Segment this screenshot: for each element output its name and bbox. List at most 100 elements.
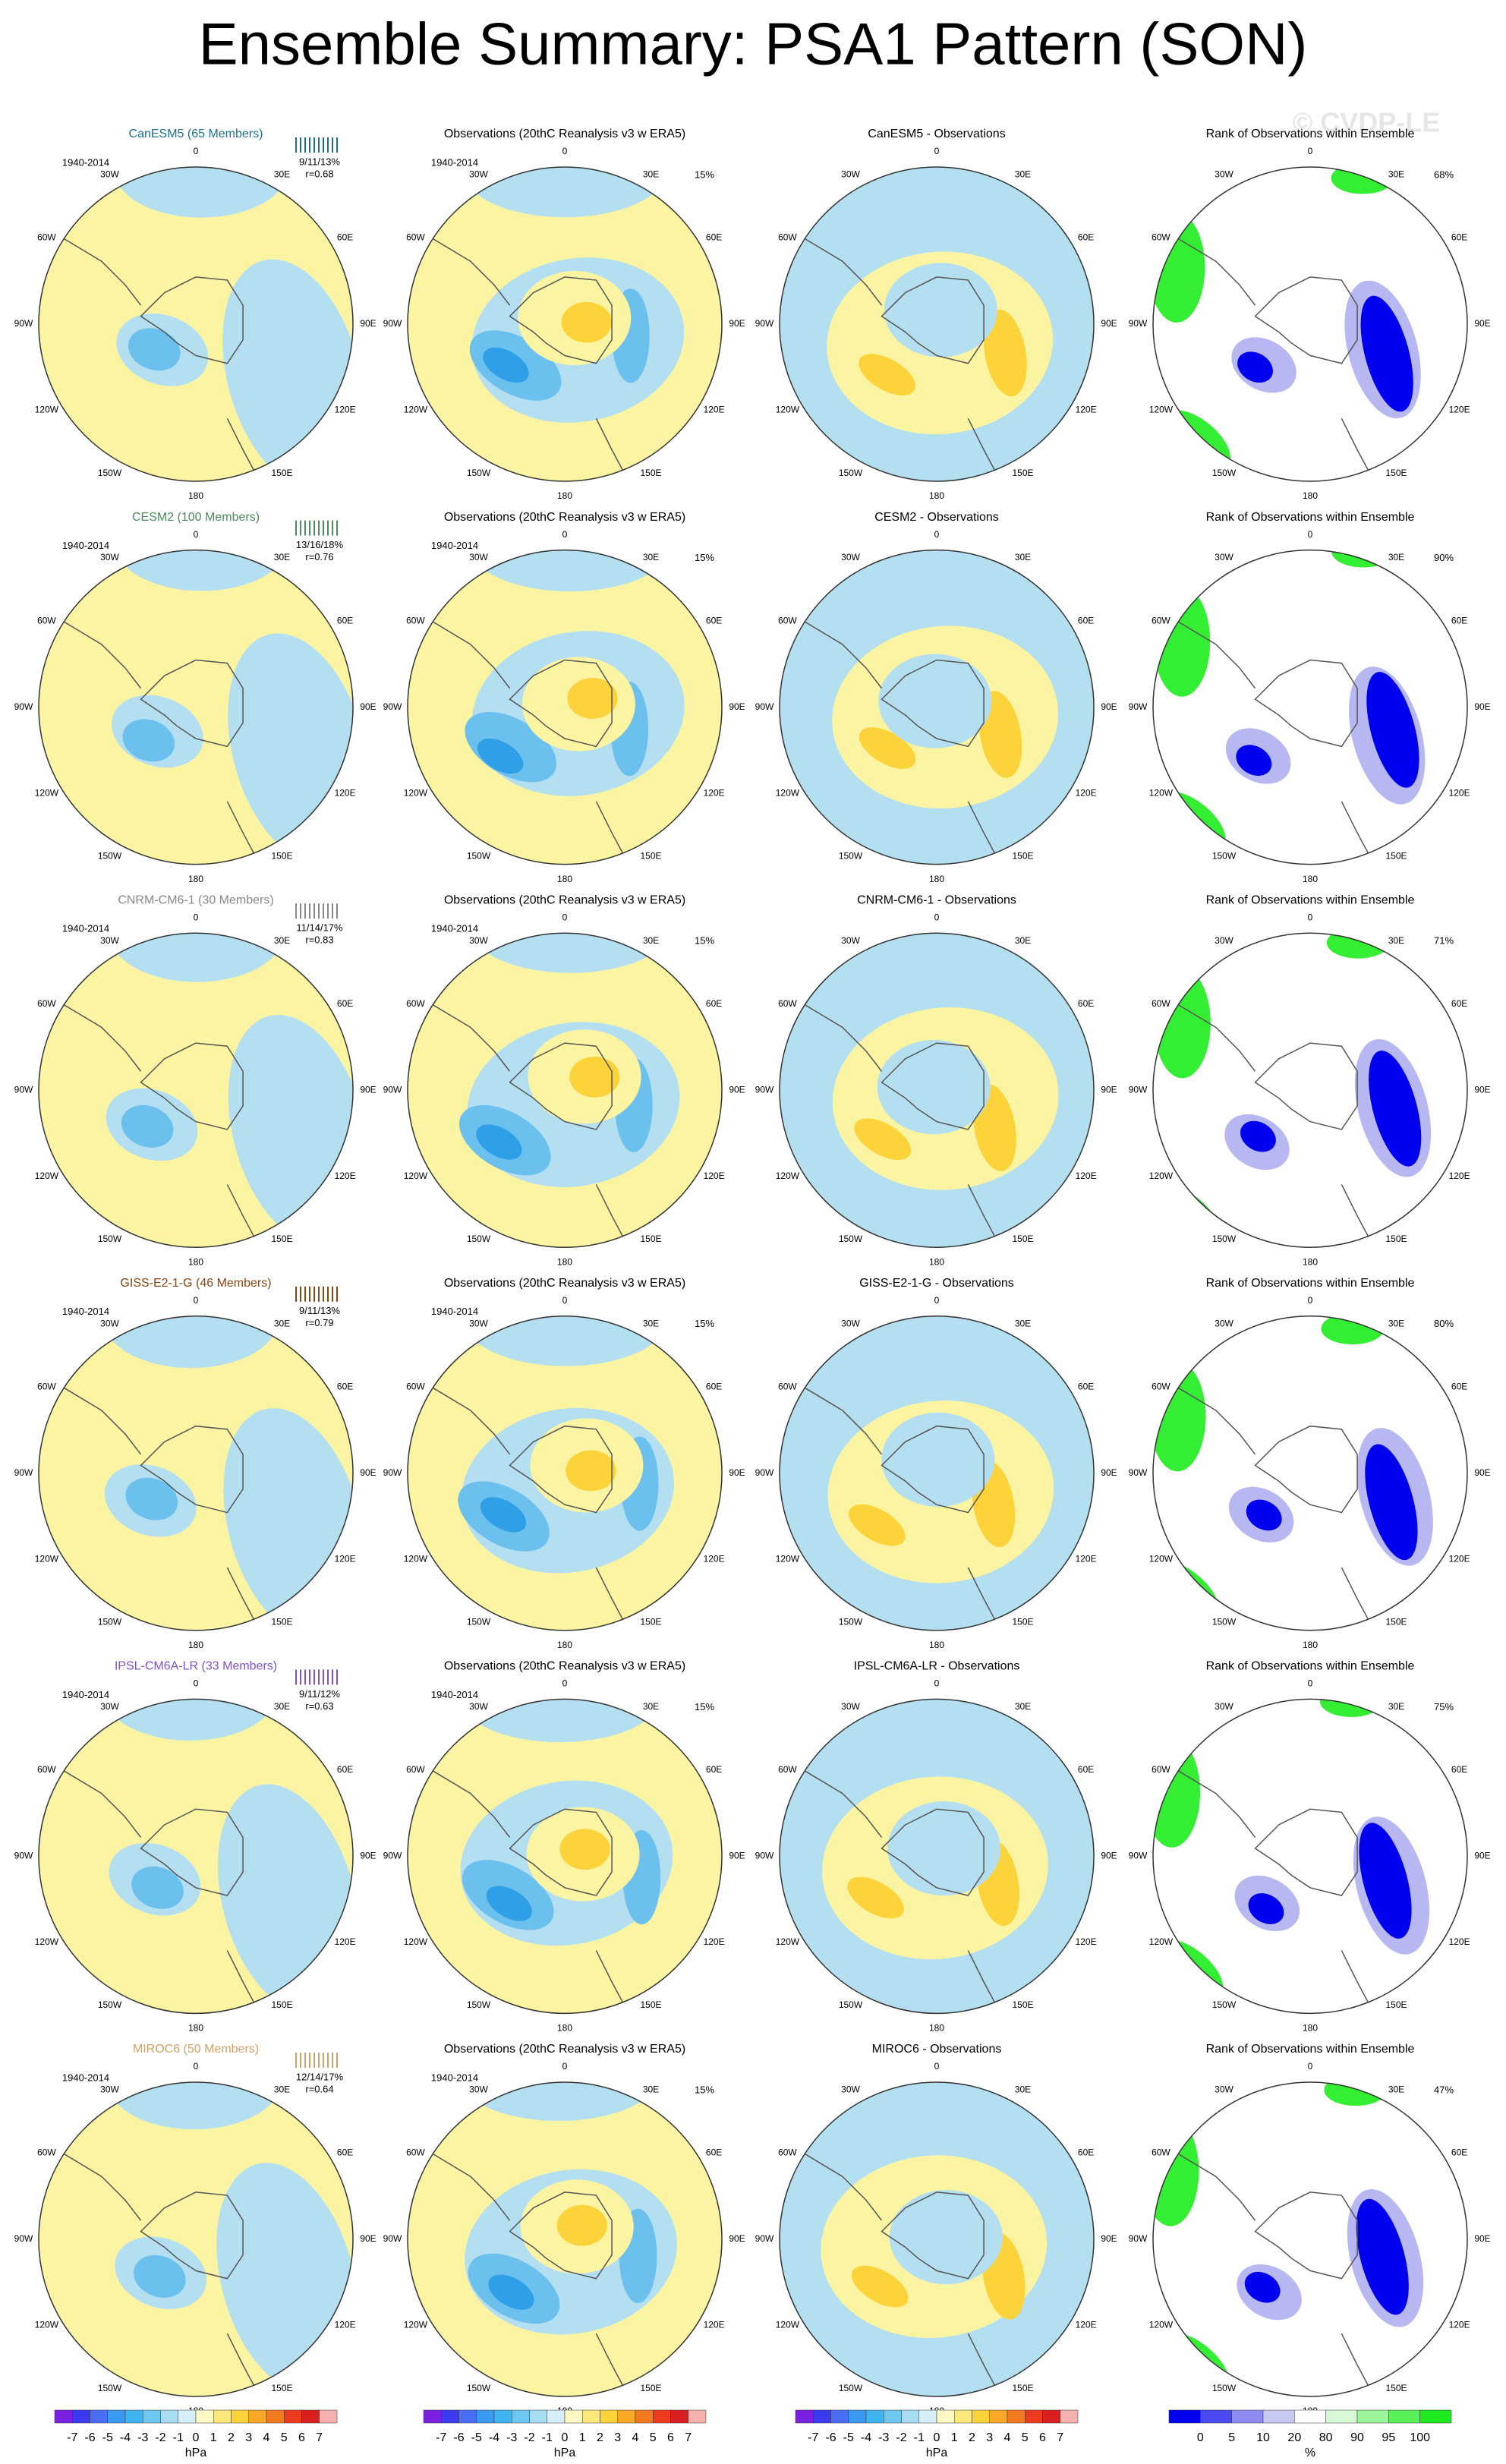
longitude-label: 30W <box>100 935 119 946</box>
map-border <box>1152 166 1468 482</box>
colorbar-label: -7 <box>67 2431 77 2444</box>
r: r=0.83 <box>305 934 333 946</box>
model: GISS-E2-1-G (46 Members) <box>120 1277 271 1290</box>
longitude-label: 0 <box>194 1295 199 1306</box>
coastline <box>1341 417 1371 474</box>
colorbar-label: -4 <box>489 2431 499 2444</box>
colorbar-box <box>231 2409 249 2424</box>
obs-title: Observations (20thC Reanalysis v3 w ERA5… <box>444 128 685 140</box>
longitude-label: 180 <box>188 2023 203 2034</box>
contour-region <box>889 2190 1003 2285</box>
colorbar-box <box>901 2409 919 2424</box>
contour-region <box>1153 2116 1199 2226</box>
colorbar-box <box>600 2409 618 2424</box>
longitude-label: 60W <box>778 1764 797 1775</box>
coastline <box>140 276 244 364</box>
longitude-label: 30E <box>274 2084 290 2095</box>
contour-region <box>1240 1120 1276 1152</box>
contour-region <box>476 1124 522 1160</box>
longitude-label: 150W <box>98 1234 122 1244</box>
coastline <box>509 276 613 364</box>
colorbar-box <box>989 2409 1008 2424</box>
colorbar-box <box>1231 2409 1264 2424</box>
longitude-label: 120W <box>1149 1171 1174 1181</box>
contour-region <box>1236 745 1272 777</box>
longitude-label: 30E <box>643 935 659 946</box>
contour-region <box>556 2204 607 2246</box>
colorbar-label: 90 <box>1350 2431 1364 2444</box>
colorbar-label: 0 <box>1197 2431 1204 2444</box>
obs-pct: 15% <box>695 552 714 563</box>
longitude-label: 0 <box>562 2061 568 2072</box>
colorbar-label: 1 <box>210 2431 217 2444</box>
colorbar-box <box>972 2409 990 2424</box>
longitude-label: 150W <box>839 1617 863 1627</box>
coastline <box>509 2191 613 2280</box>
longitude-label: 120E <box>704 1936 725 1947</box>
coastline <box>509 1808 613 1897</box>
coastline <box>1254 659 1358 748</box>
longitude-label: 0 <box>562 146 568 156</box>
obs-pct: 15% <box>695 2084 714 2095</box>
colorbar-box <box>54 2409 73 2424</box>
colorbar-label: -7 <box>808 2431 818 2444</box>
longitude-label: 150E <box>640 1234 661 1244</box>
longitude-label: 90E <box>729 701 745 712</box>
map-border <box>407 1315 723 1631</box>
longitude-label: 30E <box>1388 935 1404 946</box>
longitude-label: 120E <box>1076 1936 1097 1947</box>
colorbar-label: -6 <box>825 2431 836 2444</box>
coastline <box>1341 2333 1371 2390</box>
coastline <box>226 801 257 857</box>
longitude-label: 150W <box>1212 2383 1237 2393</box>
colorbar-label: -3 <box>506 2431 517 2444</box>
coastline <box>61 1003 142 1072</box>
watermark: © CVDP-LE <box>1293 107 1441 138</box>
contour-region <box>486 1886 532 1921</box>
colorbar-box <box>1168 2409 1201 2424</box>
longitude-label: 120E <box>335 405 356 415</box>
coastline <box>430 620 511 689</box>
map-field <box>39 933 353 1248</box>
longitude-label: 120E <box>1076 787 1097 798</box>
colorbar-box <box>1025 2409 1043 2424</box>
longitude-label: 120W <box>776 405 800 415</box>
contour-region <box>1356 2198 1409 2315</box>
longitude-label: 90W <box>1129 1467 1148 1478</box>
longitude-label: 90E <box>729 318 745 329</box>
contour-region <box>1153 1361 1206 1472</box>
longitude-label: 120W <box>1149 1936 1174 1947</box>
longitude-label: 60W <box>778 1381 797 1391</box>
longitude-label: 120E <box>335 2320 356 2330</box>
longitude-label: 150W <box>1212 468 1237 478</box>
longitude-label: 60E <box>337 615 353 625</box>
colorbar-label: -2 <box>155 2431 165 2444</box>
longitude-label: 150E <box>271 2383 292 2393</box>
longitude-label: 90W <box>755 1084 774 1095</box>
figure-title: Ensemble Summary: PSA1 Pattern (SON) <box>199 11 1308 77</box>
longitude-label: 90W <box>755 2233 774 2244</box>
longitude-label: 90W <box>383 2233 402 2244</box>
longitude-label: 90E <box>360 701 376 712</box>
map-border <box>407 2081 723 2397</box>
contour-region <box>468 933 673 973</box>
longitude-label: 30W <box>1215 169 1233 180</box>
colorbar-label: 4 <box>632 2431 639 2444</box>
longitude-label: 90W <box>1129 1084 1148 1095</box>
diff-title: MIROC6 - Observations <box>872 2043 1002 2056</box>
period: 1940-2014 <box>62 1306 109 1317</box>
longitude-label: 0 <box>562 529 568 540</box>
longitude-label: 180 <box>557 1640 572 1650</box>
coastline <box>1254 1425 1358 1514</box>
longitude-label: 0 <box>1308 146 1313 156</box>
colorbar-label: 2 <box>597 2431 603 2444</box>
longitude-label: 150E <box>1012 2383 1033 2393</box>
colorbar-label: 3 <box>245 2431 252 2444</box>
longitude-label: 150W <box>98 850 122 861</box>
colorbar-label: -4 <box>120 2431 131 2444</box>
longitude-label: 120E <box>704 1553 725 1564</box>
longitude-label: 60E <box>706 2147 722 2158</box>
longitude-label: 30E <box>1388 169 1404 180</box>
longitude-label: 150E <box>1385 850 1407 861</box>
